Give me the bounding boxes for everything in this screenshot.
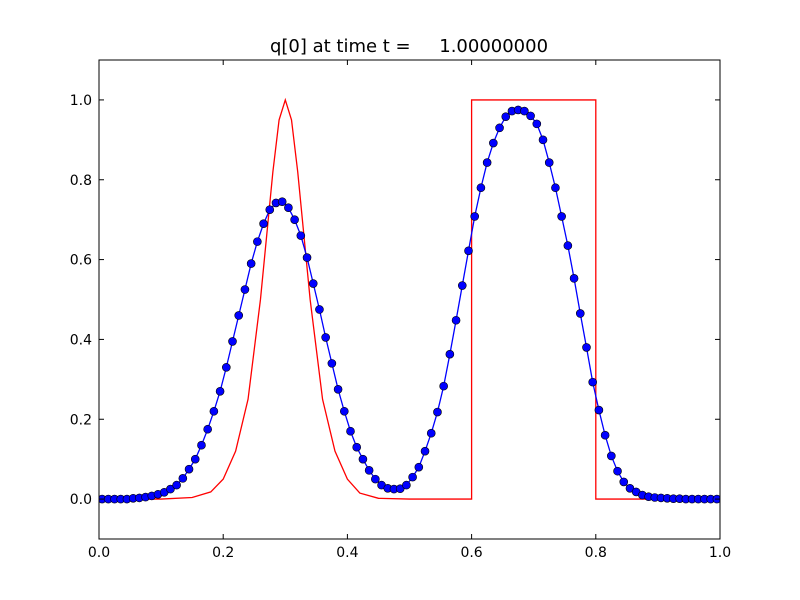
- series-1-point: [315, 305, 324, 314]
- series-1-point: [476, 183, 486, 193]
- series-1-point: [234, 311, 244, 320]
- series-1-point: [166, 484, 175, 494]
- series-1-point: [433, 407, 442, 417]
- series-1-point: [557, 212, 566, 221]
- series-1-point: [184, 464, 194, 474]
- series-1-point: [197, 440, 206, 450]
- plot-area: [99, 97, 720, 504]
- series-1-point: [563, 241, 573, 250]
- series-1-point: [489, 138, 498, 148]
- series-1-point: [600, 430, 610, 440]
- series-1-point: [520, 106, 529, 116]
- series-1-point: [445, 349, 455, 359]
- series-1-point: [172, 480, 181, 490]
- series-1-point: [575, 309, 585, 318]
- y-tick-label: 0.0: [70, 492, 92, 508]
- series-1-point: [426, 428, 436, 438]
- series-1-point: [352, 442, 362, 452]
- series-1-point: [588, 377, 598, 387]
- series-1-point: [613, 466, 622, 476]
- series-1-point: [190, 454, 200, 464]
- series-1-point: [414, 462, 424, 472]
- series-1-point: [240, 285, 250, 294]
- series-1-point: [439, 381, 448, 391]
- series-1-point: [259, 219, 268, 228]
- series-1-point: [333, 385, 343, 394]
- series-1-point: [470, 212, 480, 221]
- series-1-point: [277, 197, 287, 206]
- series-1-point: [321, 333, 330, 342]
- series-1-point: [457, 281, 467, 290]
- y-tick-label: 0.6: [70, 253, 92, 269]
- series-1-point: [420, 446, 430, 456]
- series-1-point: [569, 274, 579, 283]
- series-1-point: [495, 123, 504, 133]
- series-1-point: [364, 466, 374, 475]
- series-1-point: [327, 359, 337, 368]
- series-1-point: [339, 406, 349, 416]
- series-1-point: [209, 406, 219, 416]
- series-1-point: [253, 237, 262, 246]
- series-1-point: [408, 472, 417, 482]
- axis-ticks: 0.0 0.2 0.4 0.6 0.8 1.0 0.0 0.2 0.4 0.6 0.8 1.0: [70, 60, 731, 561]
- series-1-point: [551, 183, 560, 193]
- series-1-point: [538, 135, 548, 145]
- series-1-line: [102, 109, 717, 500]
- series-1-point: [284, 203, 293, 212]
- series-1-point: [582, 343, 591, 352]
- series-1-point: [265, 205, 275, 214]
- series-1-point: [302, 253, 312, 262]
- x-tick-label: 0.2: [212, 545, 234, 561]
- series-1-point: [594, 405, 604, 415]
- x-tick-label: 0.6: [460, 545, 482, 561]
- y-tick-label: 1.0: [70, 93, 92, 109]
- series-1-point: [203, 424, 212, 434]
- x-tick-label: 0.8: [585, 545, 607, 561]
- series-1-point: [228, 337, 237, 346]
- series-1-point: [544, 158, 554, 167]
- y-tick-label: 0.4: [70, 332, 92, 348]
- series-1-point: [178, 474, 188, 483]
- x-tick-label: 1.0: [709, 545, 731, 561]
- series-1-point: [526, 111, 535, 121]
- series-1-point: [215, 387, 225, 396]
- series-1-point: [464, 246, 473, 256]
- chart-title: q[0] at time t = 1.00000000: [270, 36, 548, 57]
- x-tick-label: 0.4: [336, 545, 358, 561]
- series-1-point: [607, 451, 616, 461]
- series-1-point: [482, 158, 492, 167]
- series-1-point: [308, 279, 318, 288]
- series-1-point: [358, 454, 368, 464]
- series-1-point: [619, 477, 629, 487]
- y-tick-label: 0.2: [70, 412, 92, 428]
- series-1-point: [402, 480, 411, 490]
- series-1-point: [346, 426, 355, 436]
- series-1-point: [451, 315, 461, 325]
- series-1-point: [246, 259, 256, 268]
- series-1-point: [501, 112, 511, 121]
- series-1-point: [532, 119, 542, 129]
- y-tick-label: 0.8: [70, 173, 92, 189]
- series-1-point: [290, 215, 299, 224]
- series-1-point: [296, 231, 306, 240]
- x-tick-label: 0.0: [88, 545, 110, 561]
- series-1-point: [371, 474, 380, 484]
- series-1-point: [222, 363, 231, 372]
- axes-frame: [98, 59, 721, 540]
